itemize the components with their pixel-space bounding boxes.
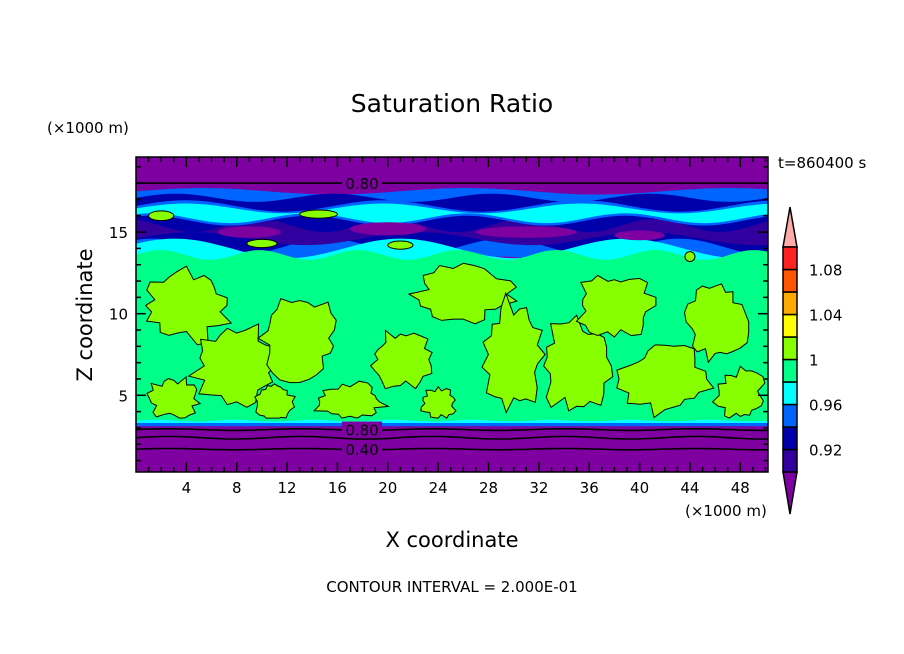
- contour-patch-0.90: [217, 226, 281, 238]
- contour-blob-1.02: [407, 262, 518, 325]
- contour-blob-1.02: [246, 238, 278, 249]
- y-tick-label: 10: [109, 306, 128, 324]
- x-tick-label: 48: [731, 479, 750, 497]
- contour-blob-1.02: [144, 265, 233, 346]
- band-0.96-base: [136, 423, 768, 427]
- contour-blob-1.02: [575, 274, 657, 338]
- contour-blob-1.02: [148, 210, 175, 222]
- colorbar-box: [782, 381, 798, 406]
- contour-patch-0.90: [349, 222, 426, 236]
- x-tick-label: 44: [680, 479, 699, 497]
- y-tick-label: 5: [118, 387, 128, 405]
- contour-patch-0.90: [475, 226, 577, 238]
- contour-patch-0.90: [614, 230, 665, 241]
- x-tick-label: 4: [182, 479, 192, 497]
- colorbar-box: [782, 403, 798, 428]
- x-tick-label: 24: [429, 479, 448, 497]
- contour-blob-1.02: [616, 344, 715, 419]
- x-tick-label: 20: [378, 479, 397, 497]
- x-tick-label: 16: [328, 479, 347, 497]
- time-label: t=860400 s: [778, 154, 866, 172]
- x-tick-label: 40: [630, 479, 649, 497]
- contour-labels: 0.800.800.40: [342, 175, 383, 459]
- plot-frame: [135, 156, 769, 473]
- x-tick-label: 32: [529, 479, 548, 497]
- contour-blob-1.02: [299, 209, 338, 219]
- colorbar-box: [782, 336, 798, 361]
- colorbar-label: 1.08: [809, 262, 842, 280]
- contour-interval-note: CONTOUR INTERVAL = 2.000E-01: [326, 578, 577, 596]
- contour-blob-1.02: [711, 365, 766, 419]
- band-0.98-lower: [136, 238, 768, 262]
- x-units-label: (×1000 m): [685, 502, 767, 520]
- contour-blob-1.02: [146, 375, 202, 419]
- contour-line: [136, 427, 768, 432]
- band-0.92: [136, 219, 768, 246]
- contour-blob-1.02: [543, 314, 614, 412]
- contour-blob-1.02: [481, 291, 546, 414]
- colorbar-box: [782, 268, 798, 293]
- contour-blob-1.02: [257, 297, 337, 384]
- contour-label: 0.40: [345, 441, 378, 459]
- x-tick-label: 36: [580, 479, 599, 497]
- contour-label: 0.80: [345, 175, 378, 193]
- chart-title: Saturation Ratio: [351, 89, 553, 118]
- contour-blob-1.02: [420, 385, 457, 419]
- colorbar-box: [782, 358, 798, 383]
- colorbar: 1.08 1.04 1 0.96 0.92: [782, 206, 842, 515]
- contour-blob-1.02: [683, 283, 750, 364]
- contour-blob-1.02: [387, 240, 414, 250]
- contour-label: 0.80: [345, 422, 378, 440]
- colorbar-label: 0.96: [809, 397, 842, 415]
- contour-blob-1.02: [369, 329, 433, 390]
- band-0.98-upper: [136, 203, 768, 224]
- x-tick-label: 28: [479, 479, 498, 497]
- contour-blob-1.02: [254, 383, 296, 419]
- contour-label-bg: [342, 421, 383, 438]
- colorbar-box: [782, 313, 798, 338]
- colorbar-label: 1: [809, 352, 819, 370]
- y-tick-label: 15: [109, 224, 128, 242]
- colorbar-box: [782, 426, 798, 451]
- contour-line: [136, 435, 768, 440]
- colorbar-box: [782, 246, 798, 271]
- contour-label-bg: [342, 441, 383, 458]
- contour-field: [136, 157, 768, 472]
- y-axis-label: Z coordinate: [73, 248, 97, 381]
- x-tick-label: 12: [278, 479, 297, 497]
- y-units-label: (×1000 m): [47, 119, 129, 137]
- colorbar-box: [782, 448, 798, 473]
- x-axis-label: X coordinate: [385, 528, 518, 552]
- x-tick-label: 8: [232, 479, 242, 497]
- contour-line: [136, 447, 768, 451]
- colorbar-box: [782, 291, 798, 316]
- colorbar-under-triangle: [782, 471, 798, 515]
- colorbar-label: 1.04: [809, 307, 842, 325]
- colorbar-label: 0.92: [809, 442, 842, 460]
- contour-blob-1.02: [312, 380, 391, 419]
- colorbar-over-triangle: [782, 206, 798, 248]
- contour-label-bg: [342, 175, 383, 192]
- contour-blob-1.02: [684, 251, 696, 262]
